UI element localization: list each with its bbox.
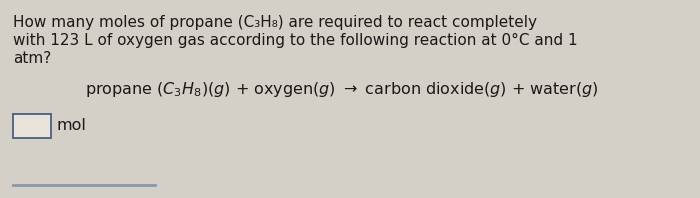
Text: with 123 L of oxygen gas according to the following reaction at 0°C and 1: with 123 L of oxygen gas according to th… bbox=[13, 33, 577, 48]
FancyBboxPatch shape bbox=[13, 114, 51, 138]
Text: atm?: atm? bbox=[13, 51, 51, 66]
Text: How many moles of propane (C₃H₈) are required to react completely: How many moles of propane (C₃H₈) are req… bbox=[13, 15, 537, 30]
Text: propane $(C_3H_8)(g)$ + oxygen$(g)$ $\rightarrow$ carbon dioxide$(g)$ + water$(g: propane $(C_3H_8)(g)$ + oxygen$(g)$ $\ri… bbox=[85, 80, 598, 99]
Text: mol: mol bbox=[57, 118, 87, 133]
